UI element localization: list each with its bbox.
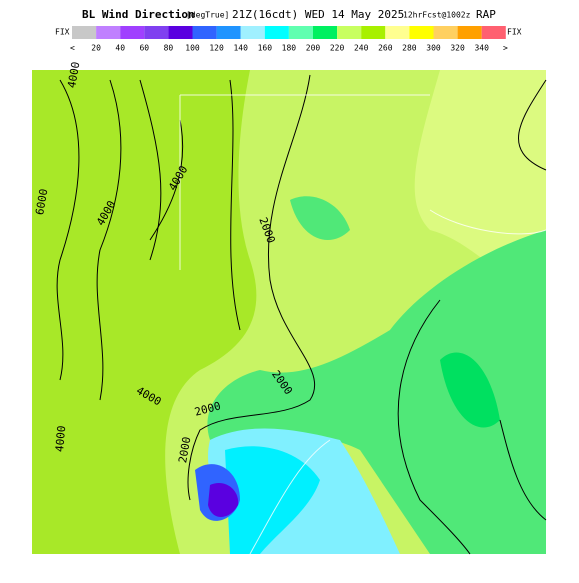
map bbox=[32, 70, 547, 555]
colorbar-tick-label: 320 bbox=[450, 44, 465, 53]
colorbar-tick-label: 340 bbox=[474, 44, 489, 53]
colorbar-swatch bbox=[385, 26, 410, 39]
colorbar-swatch bbox=[457, 26, 482, 39]
colorbar-tick-label: 160 bbox=[258, 44, 273, 53]
colorbar-swatch bbox=[72, 26, 97, 39]
contour-label: 4000 bbox=[65, 61, 82, 89]
contour-label: 4000 bbox=[53, 425, 68, 453]
model: RAP bbox=[476, 8, 496, 21]
units: [degTrue] bbox=[186, 11, 229, 20]
colorbar-tick-label: 80 bbox=[164, 44, 174, 53]
contour-labels: 6000 4000 4000 2000 2000 2000 4000 2000 … bbox=[33, 61, 295, 464]
colorbar-tick-label: 220 bbox=[330, 44, 345, 53]
colorbar-tick-label: 60 bbox=[139, 44, 149, 53]
colorbar-swatch bbox=[96, 26, 121, 39]
colorbar-swatch bbox=[264, 26, 289, 39]
colorbar-swatch bbox=[337, 26, 362, 39]
colorbar-swatch bbox=[409, 26, 434, 39]
colorbar-swatch bbox=[240, 26, 265, 39]
forecast: 12hrFcst@1002z bbox=[403, 11, 471, 20]
colorbar-tick-label: 280 bbox=[402, 44, 417, 53]
colorbar-tick-label: 240 bbox=[354, 44, 369, 53]
colorbar-tick-label: 20 bbox=[91, 44, 101, 53]
colorbar-tick-label: 260 bbox=[378, 44, 393, 53]
contour-label: 6000 bbox=[33, 188, 50, 216]
colorbar-swatch bbox=[120, 26, 145, 39]
colorbar-swatch bbox=[192, 26, 217, 39]
colorbar-swatch bbox=[288, 26, 313, 39]
colorbar-tick-label: 120 bbox=[209, 44, 224, 53]
colorbar-swatch bbox=[144, 26, 169, 39]
colorbar-right-arrow: > bbox=[503, 44, 508, 53]
colorbar-swatch bbox=[481, 26, 506, 39]
colorbar-tick-label: 180 bbox=[282, 44, 297, 53]
colorbar-swatch bbox=[168, 26, 193, 39]
colorbar-swatch bbox=[433, 26, 458, 39]
colorbar-swatch bbox=[361, 26, 386, 39]
colorbar-tick-label: 140 bbox=[233, 44, 248, 53]
colorbar-tick-label: 300 bbox=[426, 44, 441, 53]
colorbar-tick-label: 200 bbox=[306, 44, 321, 53]
colorbar-swatch bbox=[313, 26, 338, 39]
colorbar-tick-label: 40 bbox=[115, 44, 125, 53]
title: BL Wind Direction bbox=[82, 8, 195, 21]
colorbar-left-arrow: < bbox=[70, 44, 75, 53]
valid-time: 21Z(16cdt) WED 14 May 2025 bbox=[232, 8, 404, 21]
colorbar: 20 40 60 80 100 120 140 160 180 200 220 240 260 280 30… bbox=[72, 26, 506, 53]
colorbar-swatch bbox=[216, 26, 241, 39]
contour-label: 2000 bbox=[176, 436, 193, 464]
colorbar-right-label: FIX bbox=[507, 28, 522, 37]
colorbar-left-label: FIX bbox=[55, 28, 70, 37]
colorbar-tick-label: 100 bbox=[185, 44, 200, 53]
